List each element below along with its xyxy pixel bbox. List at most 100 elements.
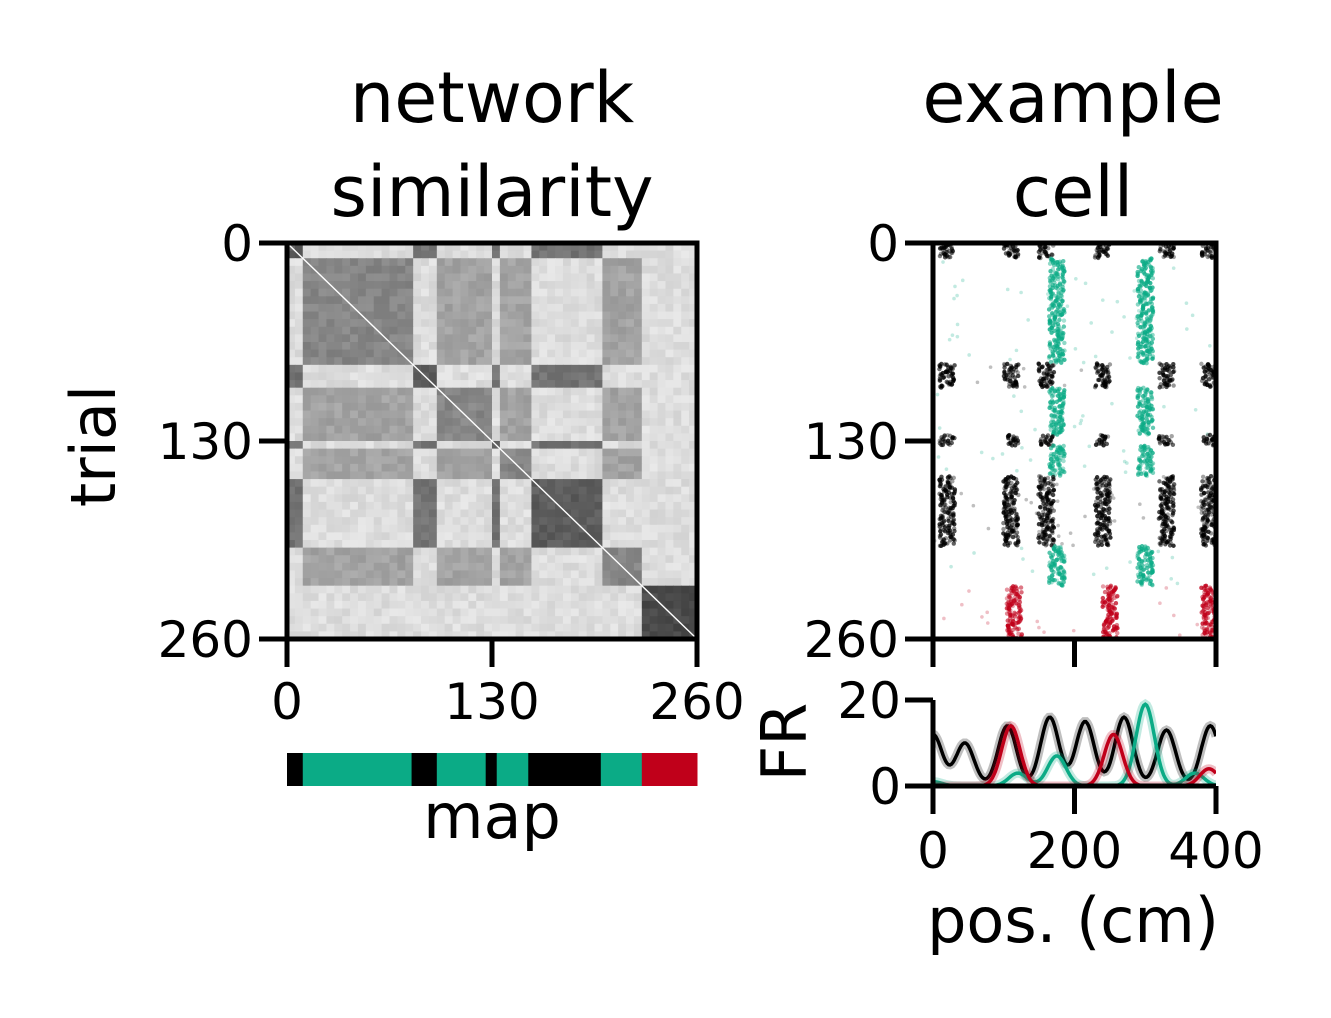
spike-dot — [1005, 361, 1010, 367]
similarity-cell — [381, 410, 391, 419]
similarity-cell — [618, 593, 627, 602]
similarity-cell — [610, 296, 619, 305]
similarity-cell — [342, 631, 351, 639]
similarity-cell — [539, 509, 548, 518]
similarity-cell — [507, 463, 517, 473]
similarity-cell — [507, 303, 517, 313]
similarity-cell — [476, 433, 485, 442]
similarity-cell — [562, 387, 572, 396]
similarity-cell — [436, 334, 446, 343]
similarity-cell — [365, 631, 375, 639]
similarity-cell — [570, 250, 580, 259]
similarity-cell — [444, 448, 454, 457]
similarity-cell — [365, 494, 375, 503]
similarity-cell — [428, 288, 438, 297]
similarity-cell — [318, 372, 328, 381]
similarity-cell — [507, 387, 517, 396]
similarity-cell — [515, 326, 525, 335]
similarity-cell — [436, 562, 446, 572]
similarity-cell — [468, 463, 477, 473]
spike-dot — [1205, 538, 1210, 543]
similarity-cell — [294, 273, 304, 282]
similarity-cell — [413, 441, 422, 450]
similarity-cell — [539, 562, 548, 572]
similarity-cell — [302, 600, 312, 610]
similarity-cell — [342, 555, 351, 564]
similarity-cell — [436, 578, 446, 587]
similarity-cell — [633, 418, 643, 427]
similarity-cell — [460, 418, 469, 427]
similarity-cell — [633, 463, 643, 473]
similarity-cell — [389, 616, 398, 625]
similarity-cell — [633, 364, 643, 374]
similarity-cell — [562, 471, 572, 480]
spike-dot — [1094, 536, 1100, 541]
similarity-cell — [523, 600, 533, 610]
spike-dot — [952, 528, 957, 534]
similarity-cell — [326, 364, 335, 374]
similarity-cell — [421, 258, 430, 267]
similarity-cell — [310, 357, 320, 366]
similarity-cell — [428, 555, 438, 564]
similarity-cell — [444, 265, 454, 275]
similarity-cell — [665, 387, 674, 396]
similarity-cell — [626, 562, 635, 572]
similarity-cell — [413, 456, 422, 465]
similarity-cell — [531, 357, 540, 366]
similarity-cell — [468, 441, 477, 450]
spike-dot — [1013, 477, 1019, 482]
spike-dot — [947, 337, 952, 342]
similarity-cell — [365, 250, 375, 259]
similarity-cell — [610, 243, 619, 252]
similarity-cell — [444, 418, 454, 427]
spike-dot — [1202, 510, 1207, 515]
similarity-cell — [633, 456, 643, 465]
similarity-cell — [492, 273, 501, 282]
similarity-cell — [673, 600, 682, 610]
similarity-cell — [507, 501, 517, 511]
similarity-cell — [555, 387, 564, 396]
similarity-cell — [578, 349, 588, 358]
similarity-cell — [586, 395, 596, 404]
spike-dot — [1142, 344, 1147, 349]
similarity-cell — [373, 380, 383, 389]
similarity-cell — [397, 265, 406, 275]
similarity-cell — [618, 258, 627, 267]
similarity-cell — [326, 402, 335, 412]
similarity-cell — [421, 562, 430, 572]
similarity-cell — [357, 326, 367, 335]
spike-dot — [1143, 472, 1149, 478]
similarity-cell — [381, 562, 391, 572]
similarity-cell — [681, 311, 690, 320]
similarity-cell — [468, 319, 477, 328]
similarity-cell — [657, 456, 667, 465]
similarity-cell — [326, 509, 335, 518]
similarity-cell — [665, 372, 674, 381]
similarity-cell — [294, 540, 304, 549]
similarity-cell — [413, 410, 422, 419]
similarity-cell — [452, 418, 462, 427]
similarity-cell — [421, 616, 430, 625]
similarity-cell — [310, 380, 320, 389]
similarity-cell — [531, 555, 540, 564]
similarity-cell — [586, 418, 596, 427]
spike-dot — [1095, 533, 1101, 538]
similarity-cell — [689, 623, 697, 632]
similarity-cell — [436, 631, 446, 639]
similarity-cell — [468, 364, 477, 374]
similarity-cell — [570, 501, 580, 511]
spike-dot — [1094, 481, 1099, 486]
similarity-cell — [302, 395, 312, 404]
similarity-cell — [570, 486, 580, 495]
similarity-cell — [460, 448, 469, 457]
similarity-cell — [413, 532, 422, 541]
similarity-cell — [633, 509, 643, 518]
similarity-cell — [452, 494, 462, 503]
similarity-cell — [428, 433, 438, 442]
similarity-cell — [610, 623, 619, 632]
similarity-cell — [318, 387, 328, 396]
similarity-cell — [515, 441, 525, 450]
similarity-cell — [547, 608, 556, 617]
similarity-cell — [523, 250, 533, 259]
similarity-cell — [342, 509, 351, 518]
